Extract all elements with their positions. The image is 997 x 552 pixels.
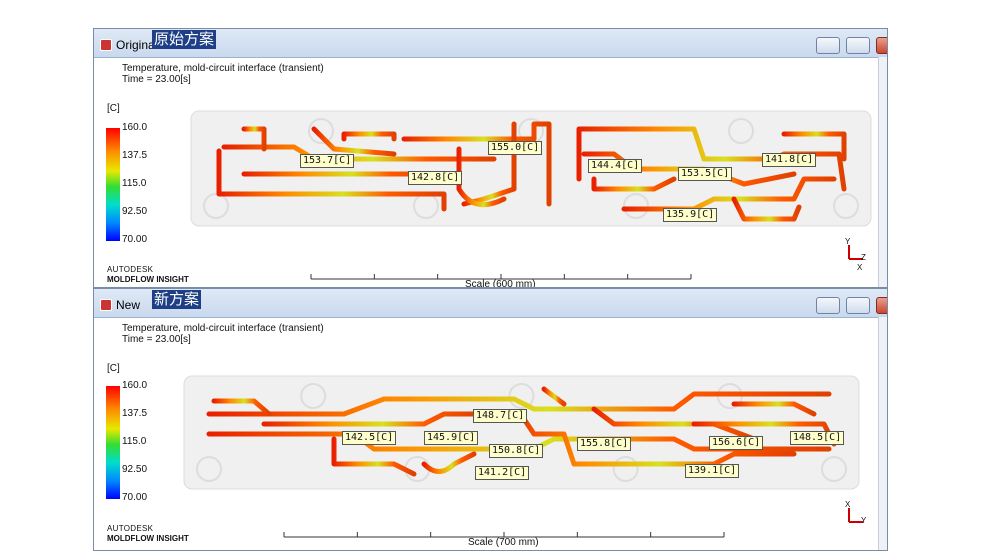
probe-label: 145.9[C] [424, 431, 479, 445]
window: Original 原始方案 Y Z X Temperature, mold-circuit… [93, 28, 888, 288]
color-legend-bar [106, 386, 120, 499]
mold-hole [508, 383, 535, 409]
minimize-button[interactable] [816, 37, 840, 54]
cooling-pipe [781, 131, 847, 162]
mold-plate [190, 110, 872, 227]
model-view [183, 375, 863, 538]
legend-label: 115.0 [122, 436, 147, 447]
time-label: Time = 23.00[s] [122, 74, 191, 85]
unit-label: [C] [107, 103, 120, 114]
plot-title: Temperature, mold-circuit interface (tra… [122, 63, 324, 74]
unit-label: [C] [107, 363, 120, 374]
cooling-pipe [211, 398, 272, 417]
minimize-button[interactable] [816, 297, 840, 314]
brand: AUTODESK [107, 265, 154, 274]
cooling-pipe [591, 176, 677, 192]
product-name: MOLDFLOW INSIGHT [107, 534, 189, 543]
mold-hole [300, 383, 327, 409]
cooling-pipe [311, 126, 397, 157]
mold-hole [203, 193, 229, 219]
cooling-pipe [576, 126, 847, 192]
close-button[interactable] [876, 297, 887, 314]
cooling-pipe [216, 148, 447, 212]
window: New 新方案 X Y Temperature, mold-circuit interf… [93, 288, 888, 551]
mold-hole [821, 456, 847, 482]
probe-label: 155.0[C] [488, 141, 543, 155]
probe-label: 141.2[C] [475, 466, 530, 480]
cooling-pipe [581, 151, 797, 187]
scrollbar [878, 57, 887, 287]
probe-label: 148.7[C] [473, 409, 528, 423]
cooling-pipe [221, 144, 497, 162]
legend-label: 70.00 [122, 492, 148, 503]
caption-label: 原始方案 [152, 30, 217, 49]
probe-label: 155.8[C] [577, 437, 632, 451]
legend-label: 115.0 [122, 178, 147, 189]
legend-label: 160.0 [122, 380, 148, 391]
axis-label: Y [845, 237, 851, 246]
time-label: Time = 23.00[s] [122, 334, 191, 345]
probe-label: 139.1[C] [685, 464, 740, 478]
cooling-pipe [341, 131, 397, 142]
cooling-pipe [541, 386, 567, 407]
legend-label: 137.5 [122, 150, 148, 161]
cooling-pipe [206, 391, 832, 417]
cooling-pipe [241, 126, 267, 152]
legend-label: 160.0 [122, 122, 148, 133]
cooling-pipe [591, 406, 757, 442]
cooling-pipe [731, 401, 817, 417]
probe-label: 156.6[C] [709, 436, 764, 450]
mold-hole [623, 193, 649, 219]
caption-label: 新方案 [152, 290, 202, 309]
cooling-pipe [401, 121, 552, 207]
maximize-button[interactable] [846, 37, 870, 54]
legend-label: 92.50 [122, 206, 148, 217]
mold-hole [196, 456, 222, 482]
cooling-pipe [331, 436, 417, 477]
color-legend-bar [106, 128, 120, 241]
axis-label: X [845, 500, 851, 509]
mold-hole [308, 118, 334, 144]
mold-hole [833, 193, 859, 219]
title-bar: New 新方案 [94, 289, 887, 318]
mold-plate [183, 375, 860, 490]
probe-label: 144.4[C] [588, 159, 643, 173]
cooling-pipe [261, 411, 482, 427]
probe-label: 150.8[C] [489, 444, 544, 458]
cooling-pipe [456, 146, 507, 208]
cooling-pipe [731, 196, 802, 222]
probe-label: 153.7[C] [300, 154, 355, 168]
cooling-pipe [421, 451, 477, 474]
title-bar: Original 原始方案 [94, 29, 887, 58]
axis-label: X [857, 263, 863, 272]
axis-label: Y [861, 516, 867, 525]
probe-label: 135.9[C] [663, 208, 718, 222]
app-icon [100, 299, 112, 311]
legend-label: 92.50 [122, 464, 148, 475]
brand: AUTODESK [107, 524, 154, 533]
window-title: Original [116, 38, 158, 52]
probe-label: 153.5[C] [678, 167, 733, 181]
legend-label: 137.5 [122, 408, 148, 419]
probe-label: 148.5[C] [790, 431, 845, 445]
app-icon [100, 39, 112, 51]
probe-label: 141.8[C] [762, 153, 817, 167]
probe-label: 142.8[C] [408, 171, 463, 185]
product-name: MOLDFLOW INSIGHT [107, 275, 189, 284]
window-title: New [116, 298, 141, 312]
legend-label: 70.00 [122, 234, 148, 245]
close-button[interactable] [876, 37, 887, 54]
axis-label: Z [861, 253, 866, 262]
probe-label: 142.5[C] [342, 431, 397, 445]
maximize-button[interactable] [846, 297, 870, 314]
mold-hole [728, 118, 754, 144]
plot-title: Temperature, mold-circuit interface (tra… [122, 323, 324, 334]
mold-hole [612, 456, 639, 482]
scrollbar [878, 317, 887, 550]
scale-label: Scale (600 mm) [465, 279, 536, 288]
scale-label: Scale (700 mm) [468, 537, 539, 548]
